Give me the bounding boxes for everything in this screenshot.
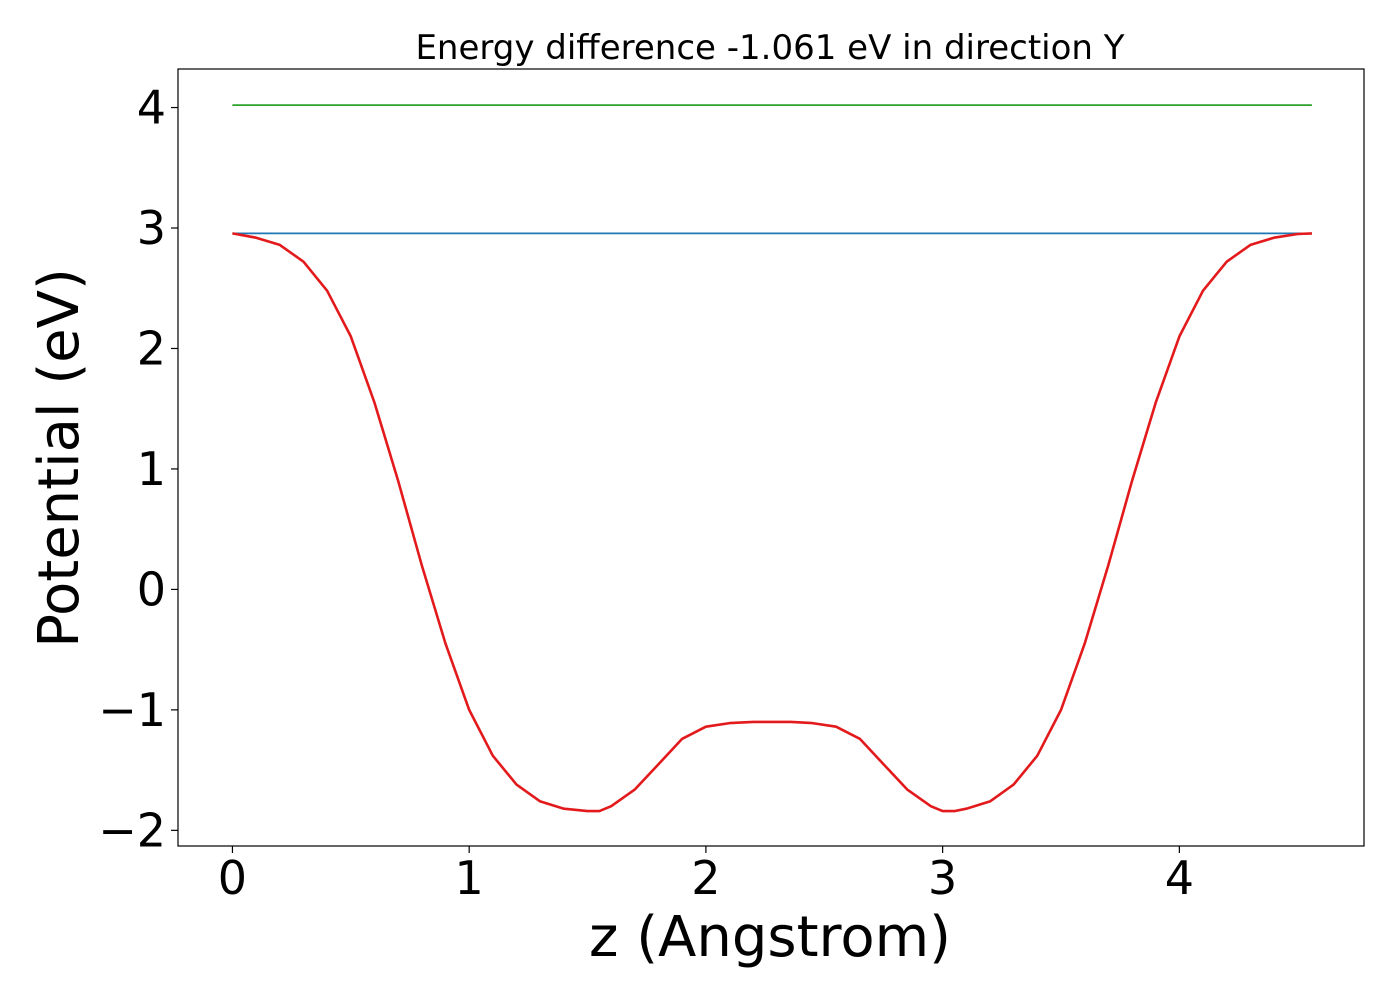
y-axis-label: Potential (eV) xyxy=(27,268,92,648)
x-axis-ticks: 0 1 2 3 4 xyxy=(218,846,1194,905)
x-tick-label: 3 xyxy=(928,851,957,905)
y-tick-label: 4 xyxy=(137,81,166,135)
x-tick-label: 4 xyxy=(1165,851,1194,905)
y-tick-label: −2 xyxy=(98,803,166,857)
x-tick-label: 2 xyxy=(691,851,720,905)
series-line-3 xyxy=(232,232,1312,813)
chart-title: Energy difference -1.061 eV in direction… xyxy=(415,28,1124,68)
y-axis-ticks: −2 −1 0 1 2 3 4 xyxy=(98,81,178,857)
plot-frame xyxy=(177,68,1365,847)
y-tick-label: 2 xyxy=(137,321,166,375)
x-tick-label: 1 xyxy=(455,851,484,905)
y-tick-label: −1 xyxy=(98,683,166,737)
y-tick-label: 3 xyxy=(137,201,166,255)
series-layer xyxy=(232,104,1312,813)
y-tick-label: 1 xyxy=(137,442,166,496)
y-tick-label: 0 xyxy=(137,562,166,616)
x-axis-label: z (Angstrom) xyxy=(589,905,951,970)
x-tick-label: 0 xyxy=(218,851,247,905)
